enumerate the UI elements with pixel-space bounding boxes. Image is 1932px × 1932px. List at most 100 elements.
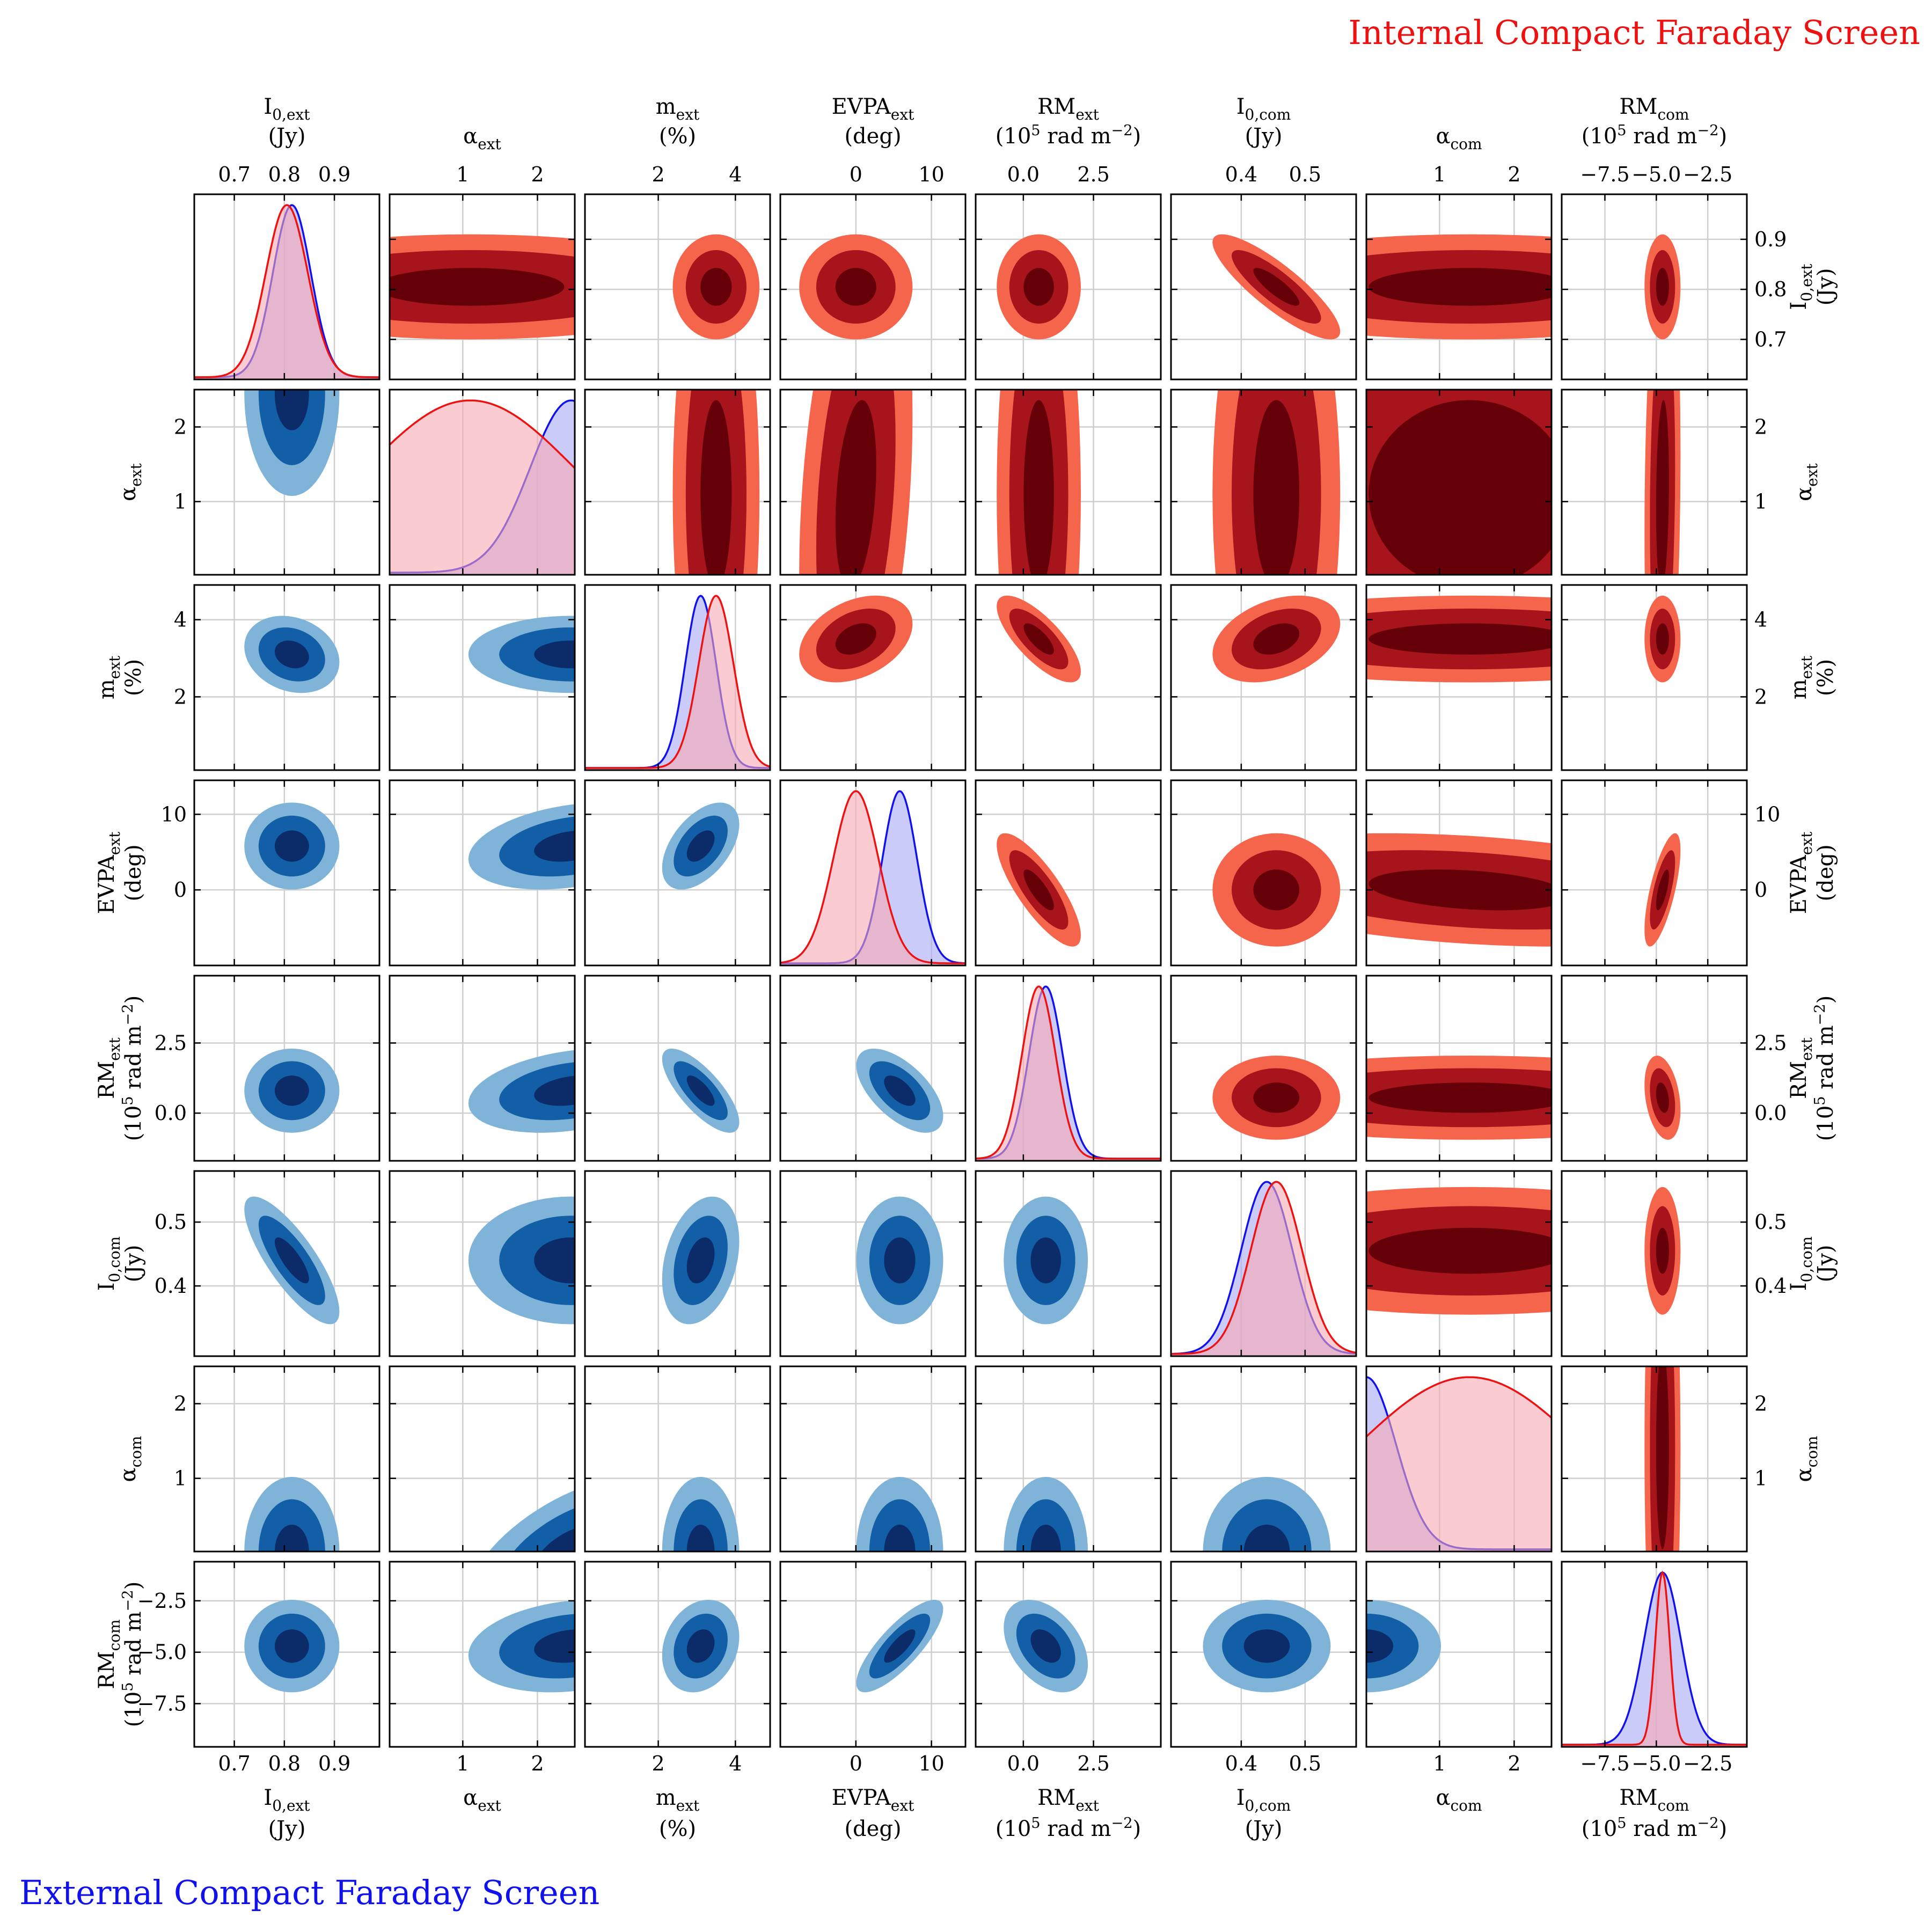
panel-frame xyxy=(193,193,380,380)
panel-I0com-rmext xyxy=(975,1170,1162,1357)
right-axis-label: mext xyxy=(1787,655,1816,699)
right-tick-label: 2.5 xyxy=(1754,1031,1787,1055)
left-tick-label: 4 xyxy=(174,608,187,632)
external-contour-3 xyxy=(686,830,715,862)
internal-contour-3 xyxy=(1656,1366,1669,1549)
top-axis-unit: (105 rad m−2) xyxy=(1582,122,1727,149)
internal-contour-3 xyxy=(1023,268,1054,306)
bottom-tick-label: 2.5 xyxy=(1077,1752,1109,1775)
marginal-internal-line xyxy=(780,790,965,964)
panel-frame xyxy=(779,975,967,1162)
top-tick-label: 1 xyxy=(456,163,469,186)
panel-frame xyxy=(1365,389,1553,576)
panel-rmcom-I0ext xyxy=(193,1561,380,1748)
left-tick-label: 1 xyxy=(174,490,187,514)
panel-evpa-rmcom xyxy=(1561,779,1748,967)
internal-contour-3 xyxy=(1656,623,1669,655)
left-tick-label: −2.5 xyxy=(137,1589,187,1613)
bottom-tick-label: 0.8 xyxy=(268,1752,301,1775)
top-tick-label: 4 xyxy=(729,163,742,186)
bottom-axis-label: RMcom xyxy=(1619,1785,1689,1814)
external-contour-3 xyxy=(1366,1629,1394,1663)
panel-frame xyxy=(389,584,576,771)
external-contour-3 xyxy=(1030,1629,1061,1663)
panel-I0ext-rmcom xyxy=(1561,193,1748,380)
panel-evpa-aext xyxy=(389,779,576,967)
panel-mext-acom xyxy=(1365,584,1553,771)
top-tick-label: 2.5 xyxy=(1077,163,1109,186)
external-contour-3 xyxy=(274,1237,309,1284)
internal-contour-3 xyxy=(1656,869,1669,911)
panel-frame xyxy=(1365,1170,1553,1357)
left-axis-label: mext xyxy=(94,655,123,699)
panel-rmext-rmcom xyxy=(1561,975,1748,1162)
panel-frame xyxy=(1170,779,1357,967)
panel-aext-I0ext xyxy=(193,389,380,576)
top-tick-label: 0 xyxy=(850,163,862,186)
internal-contour-3 xyxy=(1656,1082,1669,1113)
bottom-tick-label: 10 xyxy=(918,1752,944,1775)
marginal-internal-fill xyxy=(1366,1377,1552,1552)
top-axis-label: αcom xyxy=(1436,124,1482,153)
bottom-tick-label: 0.9 xyxy=(318,1752,350,1775)
panel-frame xyxy=(779,193,967,380)
panel-frame xyxy=(389,1561,576,1748)
internal-contour-3 xyxy=(700,400,732,575)
panel-I0com-evpa xyxy=(779,1170,967,1357)
panel-rmcom-I0com xyxy=(1170,1561,1357,1748)
bottom-tick-label: 0.5 xyxy=(1289,1752,1321,1775)
external-contour-3 xyxy=(686,1629,715,1663)
right-axis-label: EVPAext xyxy=(1787,831,1816,914)
external-contour-3 xyxy=(534,830,575,862)
panel-rmcom-evpa xyxy=(779,1561,967,1748)
panel-rmext-acom xyxy=(1365,975,1553,1162)
panel-evpa-I0com xyxy=(1170,779,1357,967)
internal-contour-3 xyxy=(1023,623,1054,655)
bottom-tick-label: 4 xyxy=(729,1752,742,1775)
right-tick-label: 0.5 xyxy=(1754,1210,1787,1234)
bottom-axis-label: αext xyxy=(463,1785,501,1814)
panel-mext-rmext xyxy=(975,584,1162,771)
panel-frame xyxy=(584,1170,771,1357)
internal-contour-3 xyxy=(1368,1227,1552,1274)
marginal-internal-line xyxy=(390,399,575,469)
marginal-internal-fill xyxy=(976,986,1161,1161)
right-axis-unit: (%) xyxy=(1813,659,1838,696)
top-axis-label: RMext xyxy=(1037,94,1099,123)
bottom-axis-label: I0,ext xyxy=(264,1785,310,1814)
internal-contour-3 xyxy=(1368,623,1552,655)
panel-I0ext-mext xyxy=(584,193,771,380)
panel-frame xyxy=(193,1561,380,1748)
internal-contour-3 xyxy=(1656,400,1669,575)
right-tick-label: 0 xyxy=(1754,878,1767,902)
panel-I0ext-rmext xyxy=(975,193,1162,380)
marginal-internal-fill xyxy=(194,205,379,379)
left-tick-label: 0.0 xyxy=(155,1101,187,1125)
internal-contour-3 xyxy=(1253,268,1300,306)
bottom-axis-unit: (Jy) xyxy=(268,1817,306,1841)
internal-contour-3 xyxy=(1368,268,1552,306)
bottom-axis-unit: (105 rad m−2) xyxy=(996,1815,1141,1841)
panel-frame xyxy=(779,389,967,576)
external-contour-3 xyxy=(274,390,309,430)
marginal-internal-fill xyxy=(780,791,965,965)
panel-frame xyxy=(1365,1365,1553,1553)
panel-aext-I0com xyxy=(1170,389,1357,576)
top-tick-label: 0.7 xyxy=(218,163,250,186)
panel-frame xyxy=(1170,193,1357,380)
panel-aext-rmext xyxy=(975,389,1162,576)
panel-frame xyxy=(1170,975,1357,1162)
left-axis-unit: (%) xyxy=(121,659,146,696)
panel-frame xyxy=(779,779,967,967)
panel-frame xyxy=(389,1170,576,1357)
bottom-axis-label: I0,com xyxy=(1236,1785,1291,1814)
panel-frame xyxy=(389,193,576,380)
left-axis-label: αext xyxy=(116,463,145,501)
panel-aext-aext xyxy=(389,389,576,576)
panel-frame xyxy=(389,1365,576,1553)
panel-frame xyxy=(1365,1561,1553,1748)
left-tick-label: 2 xyxy=(174,1392,187,1416)
top-tick-label: 0.9 xyxy=(318,163,350,186)
bottom-tick-label: −7.5 xyxy=(1580,1752,1629,1775)
